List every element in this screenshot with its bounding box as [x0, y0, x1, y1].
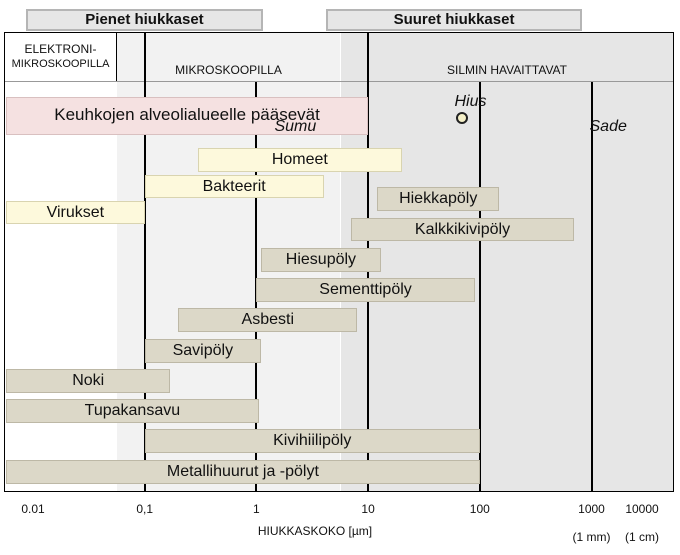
range-bar: Asbesti	[178, 308, 358, 332]
marker-label: Sumu	[274, 118, 317, 135]
vertical-line	[144, 33, 146, 491]
x-axis-title: HIUKKASKOKO [µm]	[257, 524, 373, 538]
x-tick-sublabel: (1 cm)	[625, 530, 659, 544]
range-bar: Kivihiilipöly	[144, 429, 480, 453]
zone-electron-line2: MIKROSKOOPILLA	[11, 58, 110, 70]
range-bar: Tupakansavu	[6, 399, 259, 423]
marker-label: Sade	[589, 118, 627, 135]
header-small-label: Pienet hiukkaset	[85, 11, 204, 28]
header-small-particles: Pienet hiukkaset	[26, 9, 263, 31]
range-bar: Hiesupöly	[261, 248, 381, 272]
range-bar: Bakteerit	[144, 175, 324, 198]
x-tick-label: 10000	[625, 502, 659, 516]
range-bar: Noki	[6, 369, 171, 393]
range-bar: Homeet	[197, 148, 402, 172]
zone-electron-line1: ELEKTRONI-	[24, 42, 97, 56]
x-axis-line	[5, 491, 673, 492]
hair-marker-dot	[456, 112, 469, 124]
range-bar: Metallihuurut ja -pölyt	[6, 460, 480, 484]
vertical-line	[479, 82, 481, 491]
range-bar: Kalkkikivipöly	[350, 218, 575, 241]
header-large-particles: Suuret hiukkaset	[326, 9, 582, 31]
vertical-line	[255, 82, 257, 491]
header-large-label: Suuret hiukkaset	[393, 11, 515, 28]
x-tick-label: 0.01	[21, 502, 45, 516]
range-bar: Keuhkojen alveolialueelle pääsevät	[6, 97, 369, 135]
zone-label-electron: ELEKTRONI- MIKROSKOOPILLA	[5, 42, 116, 72]
x-tick-label: 10	[361, 502, 375, 516]
zone-header-bottom	[5, 81, 673, 82]
zone-eye-bg	[341, 33, 673, 491]
zone-label-micro: MIKROSKOOPILLA	[175, 63, 282, 77]
range-bar: Sementtipöly	[256, 278, 475, 302]
x-tick-label: 100	[469, 502, 490, 516]
range-bar: Savipöly	[144, 339, 261, 363]
range-bar: Hiekkapöly	[376, 187, 500, 211]
range-bar: Virukset	[6, 201, 145, 224]
marker-label: Hius	[454, 93, 487, 110]
x-tick-sublabel: (1 mm)	[572, 530, 611, 544]
x-tick-label: 1	[253, 502, 260, 516]
x-tick-label: 0,1	[136, 502, 154, 516]
zone-label-eye: SILMIN HAVAITTAVAT	[446, 63, 567, 77]
zone-divider-electron	[116, 33, 117, 81]
x-tick-label: 1000	[578, 502, 605, 516]
vertical-line	[591, 82, 593, 491]
